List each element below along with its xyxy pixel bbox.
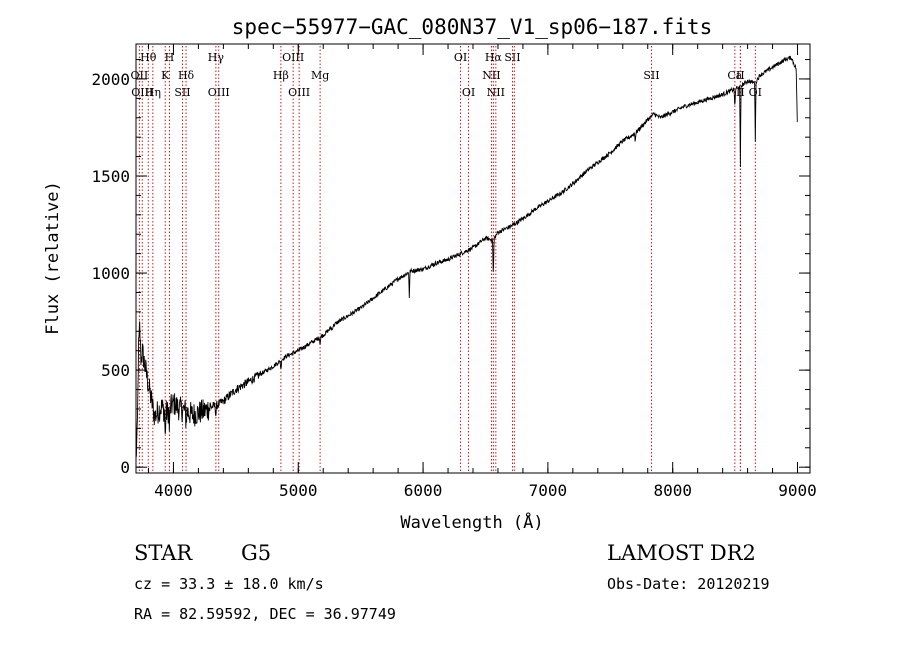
spectral-line-label: Hθ	[140, 51, 157, 64]
y-tick-label: 1000	[91, 264, 130, 283]
object-class: STAR	[134, 541, 193, 565]
x-tick-label: 7000	[529, 481, 568, 500]
spectral-line-label: Ca	[727, 69, 742, 82]
y-tick-label: 1500	[91, 167, 130, 186]
spectral-line-label: Mg	[311, 69, 329, 82]
y-axis-label: Flux (relative)	[43, 181, 63, 335]
spectral-line-label: OIII	[131, 86, 153, 99]
spectral-line-label: OIII	[288, 86, 310, 99]
spectral-line-label: SII	[643, 69, 659, 82]
y-tick-label: 0	[120, 458, 130, 477]
object-subclass: G5	[241, 541, 271, 565]
redshift-cz: cz = 33.3 ± 18.0 km/s	[134, 575, 324, 593]
x-tick-label: 5000	[279, 481, 318, 500]
spectral-line-label: OIII	[208, 86, 230, 99]
spectral-line-label: OII	[131, 69, 149, 82]
y-tick-label: 500	[101, 361, 130, 380]
x-tick-label: 8000	[653, 481, 692, 500]
spectral-line-label: H	[165, 51, 175, 64]
survey-name: LAMOST DR2	[607, 541, 756, 565]
spectral-line-label: Hβ	[273, 69, 289, 82]
spectral-line-label: NII	[482, 69, 500, 82]
x-tick-label: 6000	[404, 481, 443, 500]
observation-date: Obs-Date: 20120219	[607, 575, 770, 593]
y-axis: 0 500 1000 1500 2000	[91, 59, 810, 477]
y-tick-label: 2000	[91, 70, 130, 89]
spectral-line-label: OI	[454, 51, 467, 64]
spectral-line-label: OI	[462, 86, 475, 99]
spectrum-series	[135, 55, 798, 457]
spectral-line-label: Hη	[145, 86, 161, 99]
spectral-line-label: K	[161, 69, 170, 82]
x-tick-label: 9000	[778, 481, 817, 500]
spectrum-line	[135, 55, 798, 457]
coordinates: RA = 82.59592, DEC = 36.97749	[134, 605, 396, 623]
spectral-line-label: II	[736, 86, 745, 99]
chart-title: spec−55977−GAC_080N37_V1_sp06−187.fits	[232, 15, 712, 39]
spectral-line-label: Hα	[485, 51, 503, 64]
spectral-line-label: NII	[487, 86, 505, 99]
spectral-line-label: OI	[749, 86, 762, 99]
spectral-line-label: SII	[174, 86, 190, 99]
x-axis: 4000 5000 6000 7000 8000 9000	[147, 44, 817, 500]
spectral-line-label: Hγ	[208, 51, 225, 64]
spectral-line-label: SII	[504, 51, 520, 64]
spectral-line-label: Hδ	[178, 69, 195, 82]
plot-frame	[135, 43, 811, 474]
x-tick-label: 4000	[154, 481, 193, 500]
x-axis-label: Wavelength (Å)	[400, 511, 543, 533]
spectral-line-label: OIII	[282, 51, 304, 64]
